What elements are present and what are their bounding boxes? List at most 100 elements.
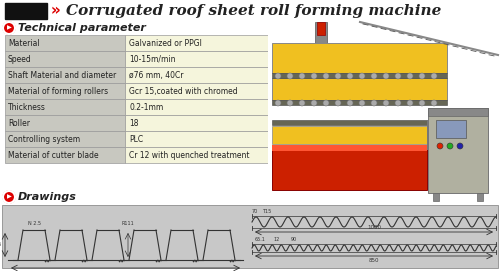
Circle shape [287,73,293,79]
Text: »: » [51,4,61,18]
Circle shape [383,73,389,79]
Circle shape [311,100,317,106]
Circle shape [431,73,437,79]
Text: Corrugated roof sheet roll forming machine: Corrugated roof sheet roll forming machi… [66,4,442,18]
Circle shape [3,22,15,34]
Circle shape [335,73,341,79]
Circle shape [299,73,305,79]
Bar [427,120,429,150]
Bar [125,83,280,99]
Circle shape [347,73,353,79]
Circle shape [323,73,329,79]
Circle shape [431,100,437,106]
Text: Technical parameter: Technical parameter [18,23,146,33]
Circle shape [275,100,281,106]
Bar [272,145,427,151]
Bar [428,108,488,116]
Bar [125,99,280,115]
Circle shape [299,100,305,106]
Circle shape [407,100,413,106]
Circle shape [311,73,317,79]
Text: Roller: Roller [8,119,30,128]
Text: 18: 18 [129,119,138,128]
Bar [436,120,466,138]
Text: ø76 mm, 40Cr: ø76 mm, 40Cr [129,71,184,80]
Bar [477,193,483,201]
Circle shape [359,73,365,79]
Circle shape [395,100,401,106]
Bar [272,78,447,100]
Circle shape [335,100,341,106]
Bar [272,73,447,78]
Circle shape [371,73,377,79]
Circle shape [359,100,365,106]
Bar [125,35,280,51]
Text: 90: 90 [291,237,297,242]
Bar [5,131,125,147]
Bar [317,22,325,35]
Circle shape [3,191,15,203]
Bar [5,99,125,115]
Circle shape [383,100,389,106]
Text: R111: R111 [122,221,134,226]
Text: PLC: PLC [129,135,143,144]
Text: Shaft Material and diameter: Shaft Material and diameter [8,71,116,80]
Circle shape [457,143,463,149]
Bar [428,108,488,193]
Text: Thickness: Thickness [8,103,46,112]
Text: N 2.5: N 2.5 [28,221,42,226]
Bar [125,131,280,147]
Bar [315,22,327,44]
Bar [5,51,125,67]
Text: 10-15m/min: 10-15m/min [129,55,176,64]
Text: ▶: ▶ [6,25,12,31]
Circle shape [407,73,413,79]
Circle shape [419,100,425,106]
Bar [272,100,447,105]
Bar [2,205,498,268]
Bar [272,120,447,125]
Text: Cr 12 with quenched treatment: Cr 12 with quenched treatment [129,151,250,160]
Text: 70: 70 [252,209,258,214]
Circle shape [447,143,453,149]
Circle shape [275,73,281,79]
Bar [268,20,498,195]
Text: 25: 25 [0,243,2,247]
Bar [125,147,280,163]
Text: Controlling system: Controlling system [8,135,80,144]
Bar [272,145,427,190]
Circle shape [323,100,329,106]
Bar [5,115,125,131]
Bar [5,35,125,51]
Text: Speed: Speed [8,55,32,64]
Circle shape [437,143,443,149]
Text: Material of forming rollers: Material of forming rollers [8,87,108,96]
Text: 12: 12 [274,237,280,242]
Text: 65.1: 65.1 [255,237,266,242]
Text: 850: 850 [369,258,380,263]
Text: Material of cutter blade: Material of cutter blade [8,151,98,160]
Text: Galvanized or PPGI: Galvanized or PPGI [129,39,202,48]
Bar [5,147,125,163]
Bar [125,67,280,83]
Circle shape [371,100,377,106]
Text: T15: T15 [262,209,272,214]
Text: 0.2-1mm: 0.2-1mm [129,103,163,112]
Circle shape [347,100,353,106]
Text: 1000: 1000 [367,225,381,230]
Bar [5,3,47,19]
Text: Gcr 15,coated with chromed: Gcr 15,coated with chromed [129,87,238,96]
Bar [272,43,447,73]
Bar [433,193,439,201]
Bar [5,83,125,99]
Bar [5,67,125,83]
Text: Material: Material [8,39,40,48]
Bar [125,115,280,131]
Circle shape [395,73,401,79]
Circle shape [419,73,425,79]
Bar [125,51,280,67]
Text: Drawings: Drawings [18,192,77,202]
Circle shape [287,100,293,106]
Text: ▶: ▶ [6,195,12,199]
Bar [272,126,427,144]
